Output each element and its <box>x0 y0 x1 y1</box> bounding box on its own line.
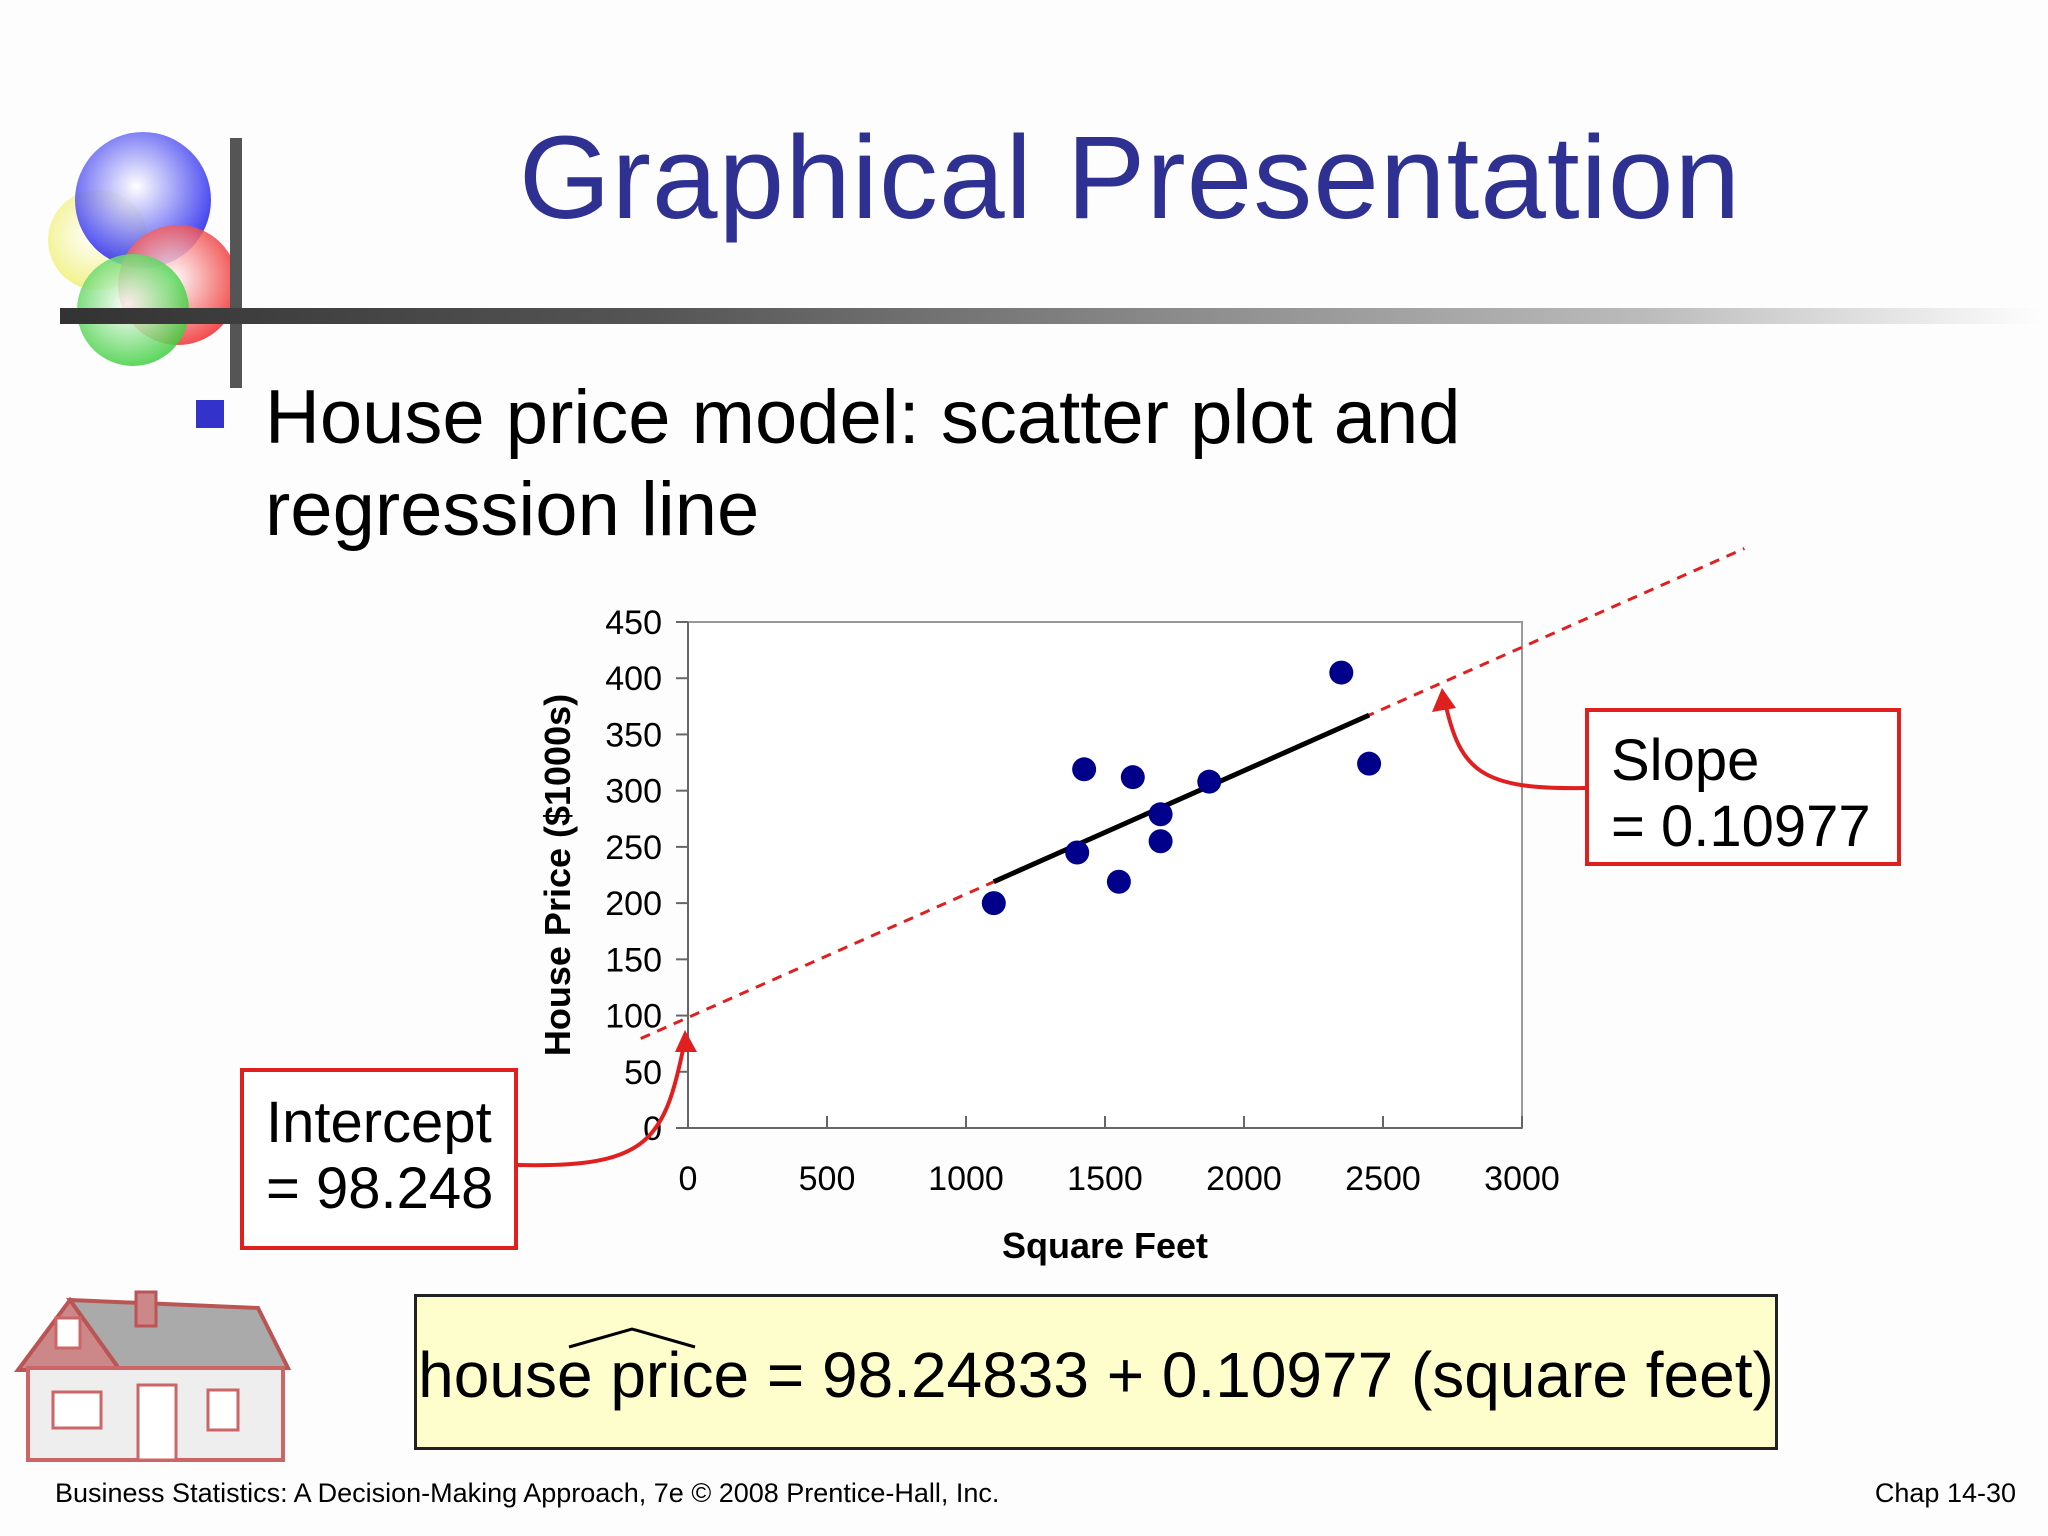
bullet-line-2: regression line <box>265 467 760 552</box>
equation-lhs: house price <box>418 1339 750 1411</box>
y-tick-label: 450 <box>605 604 662 642</box>
y-tick-label: 100 <box>605 998 662 1036</box>
x-tick-label: 500 <box>799 1160 856 1198</box>
intercept-arrowhead <box>675 1030 697 1052</box>
x-tick-label: 0 <box>679 1160 698 1198</box>
bullet-text: House price model: scatter plot and regr… <box>265 372 1665 556</box>
intercept-label: Intercept <box>266 1090 492 1155</box>
regression-fit-line <box>992 712 1371 885</box>
x-axis-label: Square Feet <box>1002 1225 1208 1266</box>
data-point <box>1148 829 1173 854</box>
equation-rhs: 98.24833 + 0.10977 (square feet) <box>821 1339 1774 1411</box>
bullet-line-1: House price model: scatter plot and <box>265 375 1461 460</box>
x-tick-label: 2000 <box>1206 1160 1282 1198</box>
y-tick-label: 350 <box>605 716 662 754</box>
x-tick-label: 1500 <box>1067 1160 1143 1198</box>
slope-arrowhead <box>1432 688 1456 712</box>
slide-title: Graphical Presentation <box>518 112 1742 244</box>
x-tick-labels: 0 500 1000 1500 2000 2500 3000 <box>679 1160 1560 1198</box>
y-tick-label: 400 <box>605 660 662 698</box>
footer-source: Business Statistics: A Decision-Making A… <box>55 1478 1000 1508</box>
y-tick-label: 50 <box>624 1054 662 1092</box>
bullet-marker <box>196 400 224 428</box>
x-tick-label: 1000 <box>928 1160 1004 1198</box>
intercept-callout: Intercept = 98.248 <box>240 1068 518 1250</box>
data-point <box>981 891 1006 916</box>
title-rule <box>60 308 2040 324</box>
intercept-arrow <box>517 1039 687 1168</box>
y-tick-label: 300 <box>605 773 662 811</box>
data-point <box>1329 660 1354 685</box>
equation-equals: = <box>766 1339 805 1411</box>
y-axis-label: House Price ($1000s) <box>537 694 578 1056</box>
hat-symbol <box>568 1327 696 1349</box>
data-point <box>1148 802 1173 827</box>
x-tick-label: 2500 <box>1345 1160 1421 1198</box>
slope-value: = 0.10977 <box>1611 794 1871 859</box>
slope-arrow <box>1443 701 1586 791</box>
x-axis <box>687 1116 1523 1129</box>
data-point <box>1072 757 1097 782</box>
data-point <box>1106 869 1131 894</box>
title-rule-vertical <box>230 138 242 388</box>
data-point <box>1357 751 1382 776</box>
data-points <box>981 660 1382 916</box>
house-icon <box>14 1290 292 1462</box>
slope-label: Slope <box>1611 728 1760 793</box>
plot-area <box>687 621 1523 1129</box>
x-tick-label: 3000 <box>1484 1160 1560 1198</box>
data-point <box>1197 769 1222 794</box>
y-tick-label: 250 <box>605 829 662 867</box>
slope-callout: Slope = 0.10977 <box>1585 708 1901 866</box>
y-tick-label: 150 <box>605 941 662 979</box>
footer-page: Chap 14-30 <box>1874 1478 2016 1508</box>
regression-equation: house price = 98.24833 + 0.10977 (square… <box>414 1294 1778 1450</box>
intercept-value: = 98.248 <box>266 1156 494 1221</box>
y-tick-label: 200 <box>605 885 662 923</box>
data-point <box>1065 840 1090 865</box>
data-point <box>1120 765 1145 790</box>
